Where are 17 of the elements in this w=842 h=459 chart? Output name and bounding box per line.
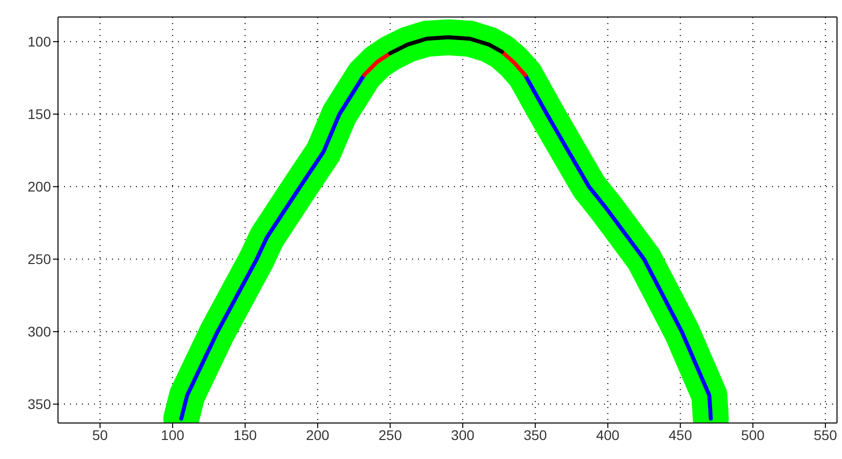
x-tick-label: 250 xyxy=(378,426,402,443)
x-tick-label: 500 xyxy=(741,426,765,443)
x-tick-label: 200 xyxy=(306,426,330,443)
x-tick-label: 150 xyxy=(233,426,258,443)
y-tick-label: 300 xyxy=(28,324,52,340)
y-tick-label: 250 xyxy=(28,251,52,268)
y-tick-label: 200 xyxy=(28,178,52,195)
x-tick-label: 50 xyxy=(92,426,108,443)
y-tick-label: 150 xyxy=(28,106,52,122)
x-tick-label: 350 xyxy=(524,426,548,443)
y-tick-label: 100 xyxy=(28,34,52,50)
x-tick-label: 400 xyxy=(596,426,620,443)
x-tick-label: 100 xyxy=(160,426,184,443)
x-tick-label: 550 xyxy=(814,426,838,443)
x-tick-label: 450 xyxy=(668,426,692,443)
y-tick-label: 350 xyxy=(28,396,52,412)
x-tick-label: 300 xyxy=(451,426,475,443)
